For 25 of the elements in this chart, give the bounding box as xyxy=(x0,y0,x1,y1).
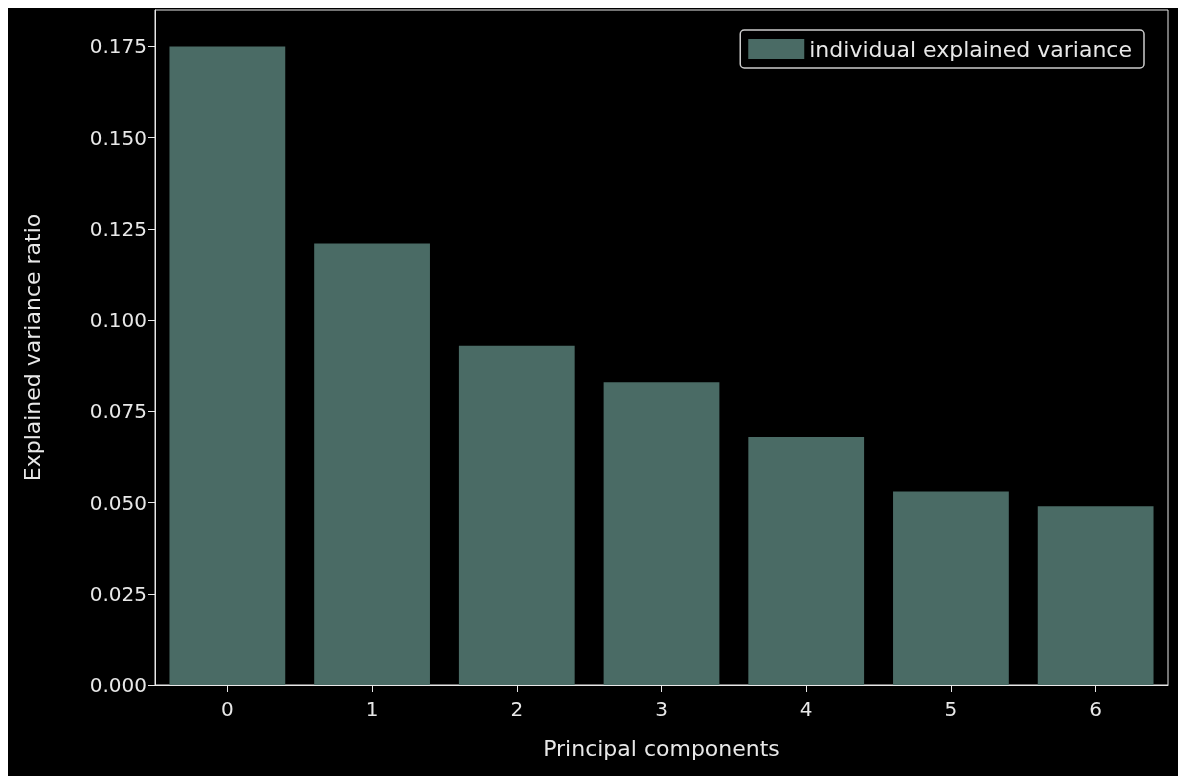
x-tick-label: 0 xyxy=(220,697,234,721)
legend-label: individual explained variance xyxy=(809,36,1132,62)
x-tick-label: 4 xyxy=(799,697,813,721)
x-tick-label: 6 xyxy=(1089,697,1103,721)
bar xyxy=(1037,506,1154,685)
bar xyxy=(169,46,286,685)
y-tick-label: 0.025 xyxy=(89,581,147,606)
bar xyxy=(893,491,1009,685)
x-tick-label: 2 xyxy=(510,697,524,721)
y-tick-label: 0.000 xyxy=(89,673,147,697)
bar xyxy=(458,345,575,685)
y-tick-label: 0.075 xyxy=(89,399,147,424)
bar xyxy=(748,436,865,685)
y-axis-title: Explained variance ratio xyxy=(19,213,45,482)
y-tick-label: 0.150 xyxy=(89,125,147,150)
y-tick-label: 0.175 xyxy=(89,34,147,59)
x-axis-title: Principal components xyxy=(543,735,780,761)
bar xyxy=(314,243,430,685)
y-tick-label: 0.100 xyxy=(89,308,147,333)
y-tick-label: 0.125 xyxy=(89,216,147,241)
x-tick-label: 3 xyxy=(655,697,668,721)
x-tick-label: 1 xyxy=(365,697,379,721)
bar xyxy=(603,382,720,685)
x-tick-label: 5 xyxy=(944,697,958,721)
y-tick-label: 0.050 xyxy=(89,490,147,515)
